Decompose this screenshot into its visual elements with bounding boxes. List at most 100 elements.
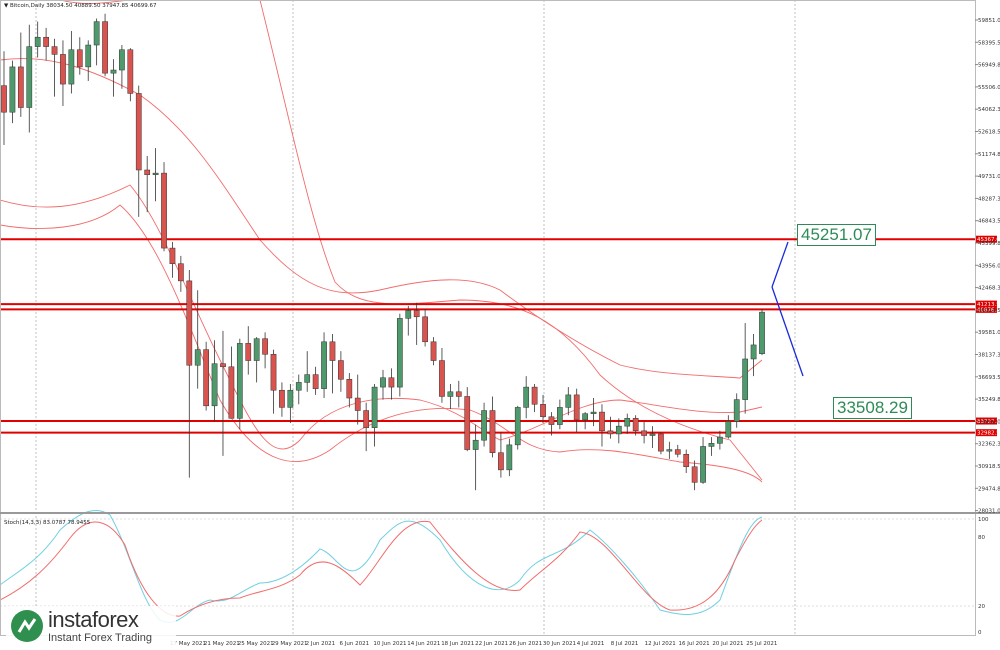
bear-candle-body (135, 93, 142, 171)
chart-grid (0, 0, 975, 636)
bear-candle-body (102, 21, 108, 74)
price-level-tag (975, 300, 997, 308)
price-level-label: 32982.55 (977, 431, 1000, 437)
price-tick-label: 54062.30 (978, 107, 1000, 113)
bull-candle-body (472, 439, 479, 450)
date-tick-label: 6 Jun 2021 (340, 641, 370, 647)
candle (666, 441, 673, 459)
candle (60, 40, 66, 106)
envelope-line (0, 58, 763, 379)
bull-candle-body (615, 425, 622, 435)
bear-candle-body (599, 411, 605, 432)
candle (413, 302, 420, 345)
bear-candle-body (220, 363, 226, 368)
bear-candle-body (279, 389, 285, 408)
price-tick-label: 45399.80 (978, 241, 1000, 247)
target-down-label: 33508.29 (833, 397, 912, 419)
candle (590, 398, 597, 427)
forecast-down-arrow (771, 286, 804, 377)
candle (321, 332, 327, 399)
candle (514, 405, 521, 450)
date-tick-label: 20 Jul 2021 (712, 641, 743, 647)
bull-candle-body (110, 69, 117, 74)
bear-candle-body (388, 377, 395, 388)
bear-candle-body (674, 449, 681, 455)
candle (17, 32, 24, 117)
candle (573, 388, 580, 433)
candle (161, 162, 167, 252)
candle (236, 338, 243, 430)
price-tick-label: 42468.30 (978, 286, 1000, 292)
date-tick-label: 18 Jun 2021 (441, 641, 474, 647)
candle (312, 366, 319, 395)
bull-candle-body (304, 374, 311, 383)
candle (1, 51, 7, 145)
price-tick-label: 56949.80 (978, 63, 1000, 69)
bull-candle-body (717, 436, 723, 444)
bear-candle-body (169, 247, 176, 264)
bear-candle-body (60, 54, 66, 85)
bull-candle-body (236, 343, 243, 419)
candle (489, 396, 496, 458)
candle (228, 346, 235, 419)
candle (194, 290, 201, 389)
bear-candle-body (413, 310, 420, 318)
candle (674, 444, 681, 458)
price-level-tag (975, 417, 997, 425)
candle (557, 399, 563, 430)
bull-candle-body (295, 382, 302, 391)
stochastic-oscillator (0, 510, 763, 623)
price-tick-label: 55506.05 (978, 85, 1000, 91)
candle (279, 382, 285, 417)
oscillator-tick-label: 20 (978, 604, 985, 610)
candle (144, 155, 151, 213)
target-up-label: 45251.07 (797, 224, 876, 246)
bull-candle-body (34, 36, 41, 47)
candle (599, 404, 605, 447)
price-tick-label: 35249.80 (978, 397, 1000, 403)
envelope-line (0, 204, 763, 483)
date-tick-label: 29 May 2021 (272, 641, 308, 647)
price-level-tag (975, 429, 997, 437)
price-tick-label: 43956.05 (978, 263, 1000, 269)
bull-candle-body (565, 394, 572, 408)
price-level-label: 33727.37 (977, 419, 1000, 425)
stoch-k-line (0, 510, 763, 623)
bear-candle-body (76, 49, 83, 68)
bull-candle-body (447, 391, 454, 397)
price-level-label: 40876.24 (977, 307, 1000, 313)
candle (582, 412, 588, 430)
candle (708, 437, 715, 456)
candle (169, 241, 176, 278)
price-tick-label: 33806.05 (978, 419, 1000, 425)
bull-candle-body (371, 386, 378, 428)
bear-candle-body (464, 396, 471, 450)
price-level-tag (975, 235, 997, 243)
bear-candle-body (455, 391, 462, 397)
date-tick-label: 16 Jul 2021 (679, 641, 710, 647)
bear-candle-body (270, 354, 277, 391)
candle (203, 341, 209, 411)
candle (110, 59, 117, 97)
candle (439, 348, 445, 403)
date-tick-label: 25 Jul 2021 (746, 641, 777, 647)
candle (371, 383, 378, 447)
bear-candle-body (363, 410, 370, 428)
bear-candle-body (540, 404, 546, 418)
bull-candle-body (514, 407, 521, 446)
candle (51, 38, 58, 97)
candle (405, 305, 412, 336)
date-tick-label: 17 May 2021 (170, 641, 206, 647)
bull-candle-body (700, 446, 706, 483)
forecast-arrows (771, 241, 804, 377)
bear-candle-body (161, 172, 167, 249)
bear-candle-body (573, 394, 580, 421)
bull-candle-body (211, 363, 218, 407)
bull-candle-body (194, 349, 201, 366)
candle (717, 430, 723, 450)
bull-candle-body (321, 341, 327, 389)
bear-candle-body (245, 343, 252, 361)
candle (338, 351, 344, 392)
